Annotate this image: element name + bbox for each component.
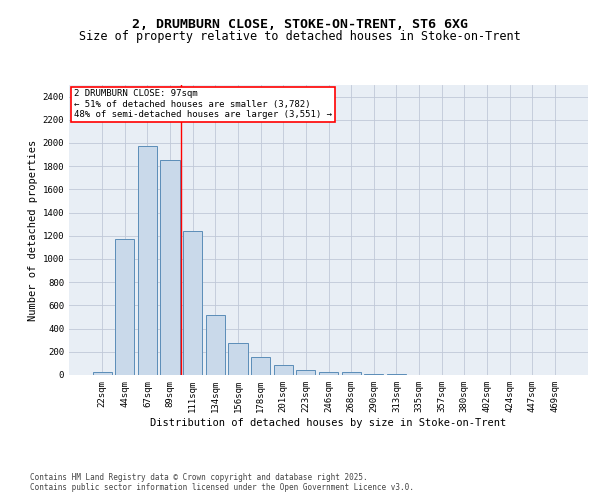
Bar (206, 316, 225, 375)
Text: Contains HM Land Registry data © Crown copyright and database right 2025.: Contains HM Land Registry data © Crown c… (30, 472, 368, 482)
Text: 2, DRUMBURN CLOSE, STOKE-ON-TRENT, ST6 6XG: 2, DRUMBURN CLOSE, STOKE-ON-TRENT, ST6 6… (132, 18, 468, 30)
Bar (341, 372, 361, 375)
Text: Contains public sector information licensed under the Open Government Licence v3: Contains public sector information licen… (30, 484, 414, 492)
Bar (251, 357, 270, 375)
Y-axis label: Number of detached properties: Number of detached properties (28, 140, 38, 320)
Text: 2 DRUMBURN CLOSE: 97sqm
← 51% of detached houses are smaller (3,782)
48% of semi: 2 DRUMBURN CLOSE: 97sqm ← 51% of detache… (74, 90, 332, 119)
Bar (160, 160, 180, 375)
X-axis label: Distribution of detached houses by size in Stoke-on-Trent: Distribution of detached houses by size … (151, 418, 506, 428)
Bar (115, 238, 134, 375)
Bar (183, 230, 202, 375)
Bar (138, 146, 157, 375)
Bar (274, 365, 293, 375)
Bar (229, 343, 248, 375)
Bar (387, 374, 406, 375)
Bar (92, 372, 112, 375)
Text: Size of property relative to detached houses in Stoke-on-Trent: Size of property relative to detached ho… (79, 30, 521, 43)
Bar (319, 372, 338, 375)
Bar (296, 370, 316, 375)
Bar (364, 374, 383, 375)
